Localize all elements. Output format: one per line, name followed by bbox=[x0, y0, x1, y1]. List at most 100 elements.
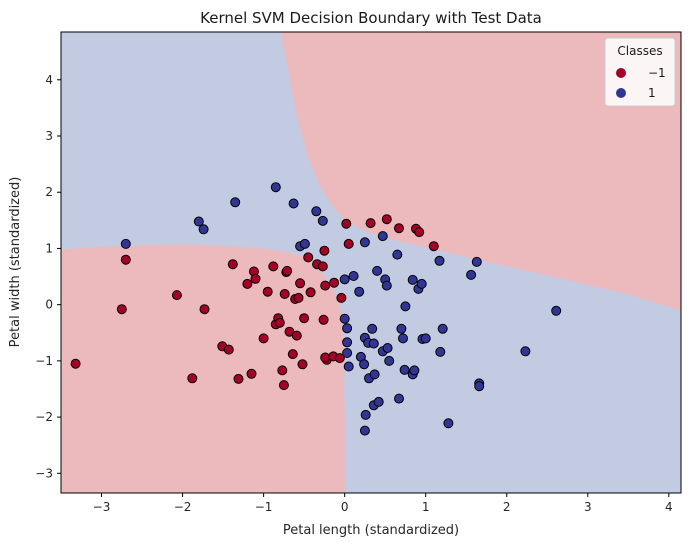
point-class-1 bbox=[299, 238, 310, 249]
point-class-1 bbox=[434, 255, 445, 266]
legend-label-pos1: 1 bbox=[648, 86, 656, 100]
point-class-1 bbox=[443, 418, 454, 429]
point-class-neg1 bbox=[278, 380, 289, 391]
point-class-neg1 bbox=[199, 304, 210, 315]
y-axis-ticks: −3 −2 −1 0 1 2 3 4 bbox=[35, 73, 61, 480]
x-tick-label: 2 bbox=[503, 500, 511, 514]
point-class-neg1 bbox=[120, 254, 131, 265]
plot-frame bbox=[60, 31, 682, 494]
point-class-1 bbox=[359, 425, 370, 436]
point-class-1 bbox=[396, 323, 407, 334]
point-class-1 bbox=[392, 249, 403, 260]
point-class-neg1 bbox=[274, 317, 285, 328]
y-tick-label: −2 bbox=[35, 410, 53, 424]
point-class-neg1 bbox=[223, 344, 234, 355]
point-class-1 bbox=[367, 323, 378, 334]
point-class-neg1 bbox=[320, 280, 331, 291]
point-class-neg1 bbox=[268, 261, 279, 272]
point-class-1 bbox=[373, 396, 384, 407]
point-class-1 bbox=[368, 338, 379, 349]
point-class-1 bbox=[288, 198, 299, 209]
x-axis-label: Petal length (standardized) bbox=[283, 523, 459, 538]
y-tick-label: 1 bbox=[45, 241, 53, 255]
point-class-neg1 bbox=[187, 373, 198, 384]
point-class-neg1 bbox=[282, 265, 293, 276]
y-tick-label: 2 bbox=[45, 185, 53, 199]
point-class-1 bbox=[230, 197, 241, 208]
point-class-1 bbox=[471, 256, 482, 267]
point-class-neg1 bbox=[303, 252, 314, 263]
point-class-1 bbox=[360, 409, 371, 420]
point-class-neg1 bbox=[295, 278, 306, 289]
point-class-1 bbox=[372, 265, 383, 276]
point-class-neg1 bbox=[70, 358, 81, 369]
point-class-1 bbox=[399, 364, 410, 375]
y-tick-label: −3 bbox=[35, 466, 53, 480]
x-tick-label: 0 bbox=[341, 500, 349, 514]
point-class-1 bbox=[342, 323, 353, 334]
decision-regions bbox=[61, 32, 681, 493]
point-class-neg1 bbox=[334, 353, 345, 364]
y-tick-label: −1 bbox=[35, 354, 53, 368]
point-class-neg1 bbox=[343, 238, 354, 249]
legend: Classes −1 1 bbox=[604, 37, 676, 107]
point-class-neg1 bbox=[242, 278, 253, 289]
point-class-neg1 bbox=[250, 273, 261, 284]
point-class-1 bbox=[343, 361, 354, 372]
point-class-1 bbox=[420, 333, 431, 344]
point-class-neg1 bbox=[246, 368, 257, 379]
region-class-neg1-lower bbox=[61, 244, 345, 493]
region-class-neg1-upper bbox=[280, 32, 681, 311]
point-class-neg1 bbox=[293, 292, 304, 303]
point-class-neg1 bbox=[381, 214, 392, 225]
legend-marker-pos1 bbox=[616, 88, 626, 98]
point-class-neg1 bbox=[262, 286, 273, 297]
legend-title: Classes bbox=[617, 44, 662, 58]
point-class-neg1 bbox=[258, 333, 269, 344]
point-class-neg1 bbox=[318, 314, 329, 325]
point-class-1 bbox=[551, 305, 562, 316]
x-tick-label: 4 bbox=[665, 500, 673, 514]
point-class-neg1 bbox=[319, 245, 330, 256]
point-class-1 bbox=[381, 280, 392, 291]
point-class-1 bbox=[520, 346, 531, 357]
point-class-1 bbox=[339, 274, 350, 285]
point-class-neg1 bbox=[365, 218, 376, 229]
point-class-1 bbox=[359, 237, 370, 248]
x-tick-label: −2 bbox=[174, 500, 192, 514]
point-class-neg1 bbox=[291, 330, 302, 341]
y-tick-label: 4 bbox=[45, 73, 53, 87]
point-class-1 bbox=[317, 215, 328, 226]
point-class-1 bbox=[382, 343, 393, 353]
point-class-neg1 bbox=[305, 287, 316, 298]
chart-title: Kernel SVM Decision Boundary with Test D… bbox=[200, 9, 542, 27]
legend-marker-neg1 bbox=[616, 68, 626, 78]
point-class-neg1 bbox=[320, 352, 331, 363]
point-class-neg1 bbox=[277, 365, 288, 376]
point-class-neg1 bbox=[317, 261, 328, 272]
point-class-neg1 bbox=[428, 241, 439, 252]
point-class-1 bbox=[398, 333, 408, 344]
x-axis-ticks: −3 −2 −1 0 1 2 3 4 bbox=[93, 493, 673, 514]
point-class-1 bbox=[311, 206, 322, 217]
point-class-1 bbox=[198, 224, 209, 235]
point-class-neg1 bbox=[297, 359, 308, 370]
point-class-1 bbox=[384, 355, 395, 366]
y-tick-label: 3 bbox=[45, 129, 53, 143]
point-class-neg1 bbox=[116, 304, 127, 315]
point-class-1 bbox=[400, 301, 411, 312]
point-class-1 bbox=[409, 365, 420, 376]
point-class-1 bbox=[466, 269, 477, 280]
point-class-1 bbox=[354, 286, 365, 297]
point-class-neg1 bbox=[329, 277, 340, 288]
point-class-1 bbox=[437, 323, 448, 334]
point-class-neg1 bbox=[341, 218, 352, 229]
point-class-neg1 bbox=[279, 289, 290, 299]
point-class-1 bbox=[359, 359, 370, 370]
x-tick-label: 3 bbox=[584, 500, 592, 514]
point-class-1 bbox=[416, 278, 427, 289]
point-class-neg1 bbox=[299, 313, 310, 324]
point-class-neg1 bbox=[336, 292, 347, 303]
point-class-1 bbox=[377, 231, 388, 242]
